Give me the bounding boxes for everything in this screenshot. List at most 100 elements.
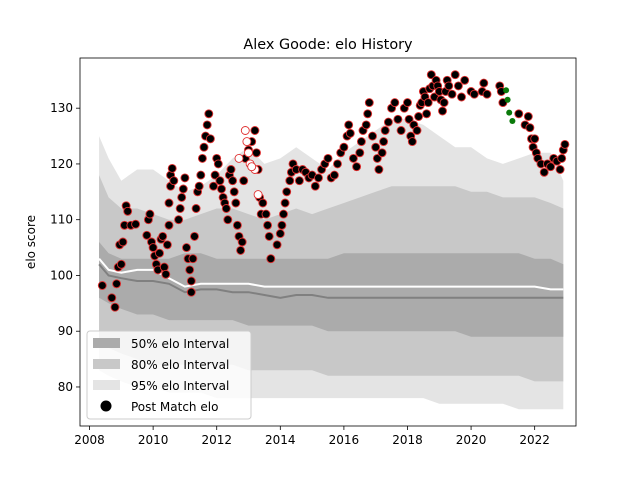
data-point xyxy=(560,139,570,149)
data-point-hollow xyxy=(244,148,253,158)
data-point xyxy=(282,187,292,197)
data-point xyxy=(180,173,190,183)
data-point xyxy=(196,170,206,180)
data-point xyxy=(393,114,403,124)
data-point xyxy=(439,98,449,108)
data-point xyxy=(110,302,120,312)
data-point-hollow xyxy=(247,162,257,172)
data-point xyxy=(142,230,152,240)
data-point xyxy=(169,176,179,186)
data-point xyxy=(217,184,226,194)
data-point xyxy=(314,173,323,183)
data-point xyxy=(438,106,447,116)
y-tick-label: 80 xyxy=(58,380,73,394)
data-point xyxy=(348,153,358,163)
data-point xyxy=(557,153,567,163)
data-point xyxy=(116,259,126,269)
x-tick-label: 2022 xyxy=(519,433,550,447)
data-point xyxy=(237,237,247,247)
median-line xyxy=(98,263,564,299)
data-point xyxy=(379,137,389,147)
data-point xyxy=(355,148,365,158)
data-point xyxy=(174,215,184,225)
data-point xyxy=(390,98,400,108)
data-point xyxy=(162,240,172,250)
data-point xyxy=(266,254,276,264)
data-point xyxy=(525,123,535,133)
legend-label: Post Match elo xyxy=(131,400,218,414)
y-tick-label: 90 xyxy=(58,324,73,338)
data-point xyxy=(329,170,339,180)
data-point xyxy=(107,293,117,303)
data-point-hollow xyxy=(234,153,244,163)
data-point xyxy=(202,120,212,130)
y-tick-label: 120 xyxy=(50,157,73,171)
data-point xyxy=(275,229,285,239)
data-point xyxy=(263,220,273,230)
data-point xyxy=(414,112,424,121)
data-point xyxy=(404,114,414,124)
data-point xyxy=(210,170,220,180)
data-point-green xyxy=(506,109,513,116)
legend-swatch xyxy=(93,338,120,348)
x-tick-label: 2012 xyxy=(201,433,232,447)
data-point xyxy=(167,163,177,173)
data-point xyxy=(250,126,260,135)
data-point xyxy=(191,204,201,213)
data-point xyxy=(361,120,371,130)
data-point xyxy=(450,70,460,80)
x-tick-label: 2018 xyxy=(392,433,423,447)
data-point xyxy=(161,269,171,279)
data-point xyxy=(252,148,261,158)
data-point xyxy=(344,120,354,130)
data-point-green xyxy=(504,96,511,103)
data-point xyxy=(555,165,565,174)
data-point xyxy=(258,198,268,208)
data-point xyxy=(479,78,489,88)
data-point xyxy=(164,220,174,230)
data-point xyxy=(277,220,287,230)
data-point xyxy=(204,109,214,119)
data-point xyxy=(118,237,128,247)
y-axis-title: elo score xyxy=(24,215,38,269)
data-point xyxy=(123,206,133,216)
data-point xyxy=(363,109,373,119)
data-point xyxy=(345,128,355,138)
data-point xyxy=(482,89,492,99)
data-point xyxy=(239,176,249,186)
data-point-green xyxy=(509,118,516,124)
data-point xyxy=(215,176,225,186)
data-point xyxy=(158,231,168,241)
legend-box xyxy=(86,330,252,420)
data-point xyxy=(523,112,533,121)
data-point xyxy=(422,109,432,119)
data-point xyxy=(426,70,436,80)
data-point xyxy=(352,162,362,172)
data-point xyxy=(412,126,422,135)
data-point xyxy=(460,75,470,85)
data-point xyxy=(232,220,242,230)
data-point xyxy=(469,89,479,99)
data-point-hollow xyxy=(242,137,252,147)
data-point xyxy=(209,181,218,191)
data-point xyxy=(199,142,209,152)
data-point xyxy=(229,187,239,197)
data-point xyxy=(444,81,454,91)
data-point xyxy=(223,215,233,225)
data-point-hollow xyxy=(253,190,263,200)
data-point xyxy=(423,98,433,108)
data-point xyxy=(285,176,295,186)
data-point xyxy=(131,219,141,229)
data-point xyxy=(372,153,382,163)
data-point xyxy=(272,240,282,250)
data-point xyxy=(231,198,241,208)
legend-swatch xyxy=(93,359,120,369)
data-point xyxy=(403,98,412,108)
data-point xyxy=(374,165,384,174)
legend-marker xyxy=(100,400,112,412)
data-point xyxy=(364,98,374,108)
data-point xyxy=(236,245,246,255)
data-point xyxy=(178,184,188,194)
data-point xyxy=(457,92,466,102)
